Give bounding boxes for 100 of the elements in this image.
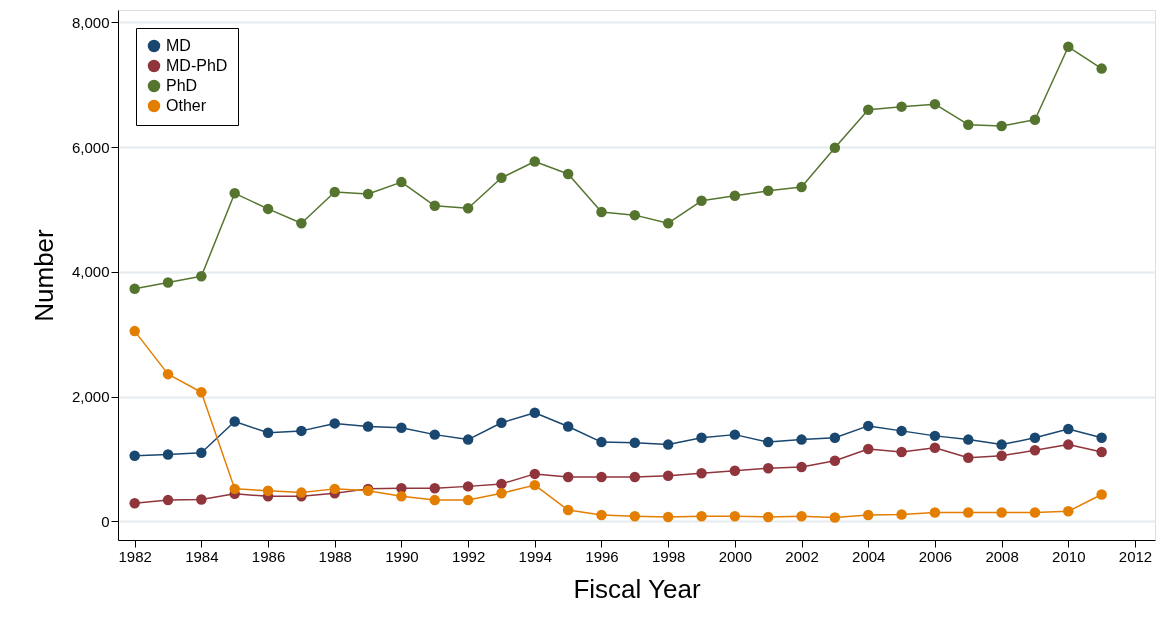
y-tick-label: 8,000 xyxy=(71,13,110,31)
x-tick-label: 2008 xyxy=(985,547,1019,565)
point xyxy=(796,461,807,473)
point xyxy=(429,429,441,440)
point xyxy=(129,325,140,337)
point xyxy=(629,511,641,522)
point xyxy=(896,425,907,437)
point xyxy=(162,494,174,506)
point xyxy=(329,186,340,198)
point xyxy=(1096,489,1107,500)
y-tick-label: 6,000 xyxy=(71,138,110,156)
point xyxy=(662,511,674,523)
point xyxy=(629,471,641,483)
point xyxy=(329,418,340,429)
point xyxy=(996,450,1007,462)
point xyxy=(529,407,541,419)
point xyxy=(996,439,1007,450)
point xyxy=(1063,41,1074,53)
x-tick-label: 1990 xyxy=(385,547,419,565)
point xyxy=(196,494,207,505)
x-tick-label: 2012 xyxy=(1118,547,1153,565)
point xyxy=(162,368,174,380)
point xyxy=(162,277,174,288)
point xyxy=(129,497,140,509)
point xyxy=(829,455,841,467)
point xyxy=(562,421,574,432)
point xyxy=(829,512,841,523)
point xyxy=(1029,507,1041,518)
point xyxy=(1029,114,1041,125)
point xyxy=(129,283,140,294)
point xyxy=(429,483,441,494)
point xyxy=(196,386,207,398)
point xyxy=(296,487,307,498)
point xyxy=(963,507,974,518)
point xyxy=(796,511,807,522)
point xyxy=(596,471,607,483)
point xyxy=(996,507,1007,518)
point xyxy=(963,434,974,445)
x-tick-label: 2000 xyxy=(718,547,753,565)
x-tick-label: 2010 xyxy=(1052,547,1086,565)
point xyxy=(929,430,941,442)
legend-label: MD-PhD xyxy=(166,57,228,74)
legend-label: MD xyxy=(166,37,191,54)
point xyxy=(562,471,574,483)
point xyxy=(262,427,274,438)
x-tick-label: 1984 xyxy=(185,547,219,565)
point xyxy=(429,494,441,506)
x-tick-label: 1986 xyxy=(251,547,286,565)
point xyxy=(863,509,874,521)
point xyxy=(863,420,874,432)
point xyxy=(1096,432,1107,443)
point xyxy=(229,416,240,427)
point xyxy=(462,494,474,506)
point xyxy=(296,425,307,437)
x-tick-label: 1988 xyxy=(318,547,352,565)
point xyxy=(963,119,974,130)
point xyxy=(696,432,707,443)
point xyxy=(462,203,474,214)
point xyxy=(396,176,407,188)
point xyxy=(929,442,941,453)
point xyxy=(1029,432,1041,443)
point xyxy=(896,101,907,112)
point xyxy=(1063,506,1074,517)
point xyxy=(896,446,907,458)
point xyxy=(662,439,674,450)
point xyxy=(196,271,207,282)
point xyxy=(496,172,507,183)
legend-label: PhD xyxy=(166,77,198,94)
point xyxy=(729,190,741,202)
point xyxy=(362,188,374,200)
point xyxy=(529,479,541,491)
point xyxy=(863,104,874,115)
point xyxy=(396,422,407,433)
point xyxy=(596,206,607,218)
point xyxy=(829,142,841,154)
point xyxy=(796,434,807,445)
y-tick-label: 2,000 xyxy=(71,388,110,406)
point xyxy=(262,485,274,496)
x-tick-label: 1994 xyxy=(518,547,552,565)
point xyxy=(829,432,841,443)
point xyxy=(1096,446,1107,458)
point xyxy=(496,478,507,490)
point xyxy=(629,209,641,221)
point xyxy=(696,195,707,207)
point xyxy=(1029,444,1041,456)
point xyxy=(863,443,874,455)
x-axis-title: Fiscal Year xyxy=(573,573,701,604)
point xyxy=(1063,423,1074,435)
point xyxy=(196,447,207,458)
point xyxy=(629,437,641,448)
point xyxy=(229,483,240,495)
point xyxy=(762,463,774,474)
point xyxy=(929,98,941,110)
point xyxy=(762,185,774,197)
x-tick-label: 1992 xyxy=(451,547,486,565)
point xyxy=(129,450,140,462)
point xyxy=(429,200,441,212)
point xyxy=(529,156,541,167)
point xyxy=(329,483,340,495)
point xyxy=(696,468,707,479)
